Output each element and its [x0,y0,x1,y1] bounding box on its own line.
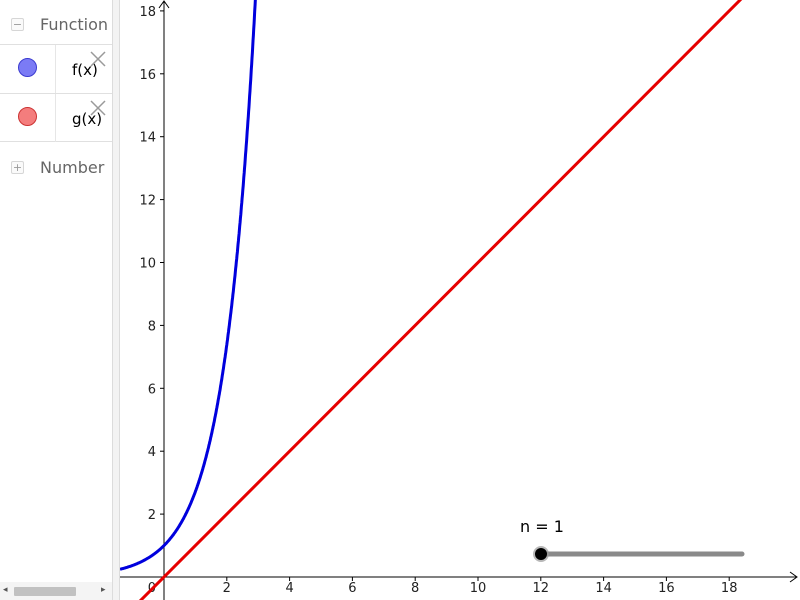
y-tick-label: 2 [148,508,156,523]
group-label-number: Number [40,157,105,177]
x-tick-label: 10 [470,581,487,596]
graph-f[interactable] [120,0,257,571]
collapse-icon[interactable]: − [11,17,24,31]
algebra-row-g[interactable]: g(x) [0,93,112,142]
y-tick-label: 4 [148,445,156,460]
delete-icon[interactable] [88,98,108,118]
y-tick-label: 8 [148,319,156,334]
delete-icon[interactable] [88,49,108,69]
y-tick-label: 10 [139,257,156,272]
x-tick-label: 8 [411,581,419,596]
y-tick-label: 18 [139,5,156,20]
x-tick-label: 2 [223,581,231,596]
y-tick-label: 14 [139,131,156,146]
group-header-function[interactable]: − Function [0,0,112,48]
y-axis-arrow [158,0,170,9]
y-tick-label: 6 [148,382,156,397]
x-tick-label: 14 [595,581,612,596]
graph-g[interactable] [120,0,776,600]
graphics-view[interactable]: 24681012141618246810121416180 n = 1 [120,0,800,600]
x-tick-label: 6 [348,581,356,596]
tick-labels: 24681012141618246810121416180 [139,5,737,596]
visibility-toggle-icon[interactable] [18,58,37,77]
group-label-function: Function [40,14,109,34]
function-graphs[interactable] [120,0,776,600]
algebra-row-f[interactable]: f(x) [0,44,112,93]
scroll-thumb[interactable] [14,587,76,596]
x-axis-arrow [789,571,798,583]
visibility-toggle-icon[interactable] [18,107,37,126]
scroll-left-icon[interactable]: ◂ [3,585,8,595]
expand-icon[interactable]: + [11,160,24,174]
marble-cell [0,94,56,142]
group-header-number[interactable]: + Number [0,143,112,191]
panel-splitter[interactable] [112,0,120,600]
x-tick-label: 18 [721,581,738,596]
algebra-view: − Function f(x) g(x) + Number ◂ ▸ [0,0,112,600]
slider-handle[interactable] [535,548,547,560]
definition-g[interactable]: g(x) [72,110,103,128]
x-tick-label: 4 [285,581,293,596]
horizontal-scrollbar[interactable]: ◂ ▸ [0,582,112,600]
graph-canvas[interactable]: 24681012141618246810121416180 [120,0,800,600]
slider-n[interactable] [533,546,745,562]
slider-label: n = 1 [520,517,564,536]
y-tick-label: 12 [139,194,156,209]
x-tick-label: 12 [533,581,550,596]
x-tick-label: 16 [658,581,675,596]
marble-cell [0,45,56,93]
y-tick-label: 16 [139,68,156,83]
scroll-right-icon[interactable]: ▸ [101,585,106,595]
axes [120,0,798,600]
